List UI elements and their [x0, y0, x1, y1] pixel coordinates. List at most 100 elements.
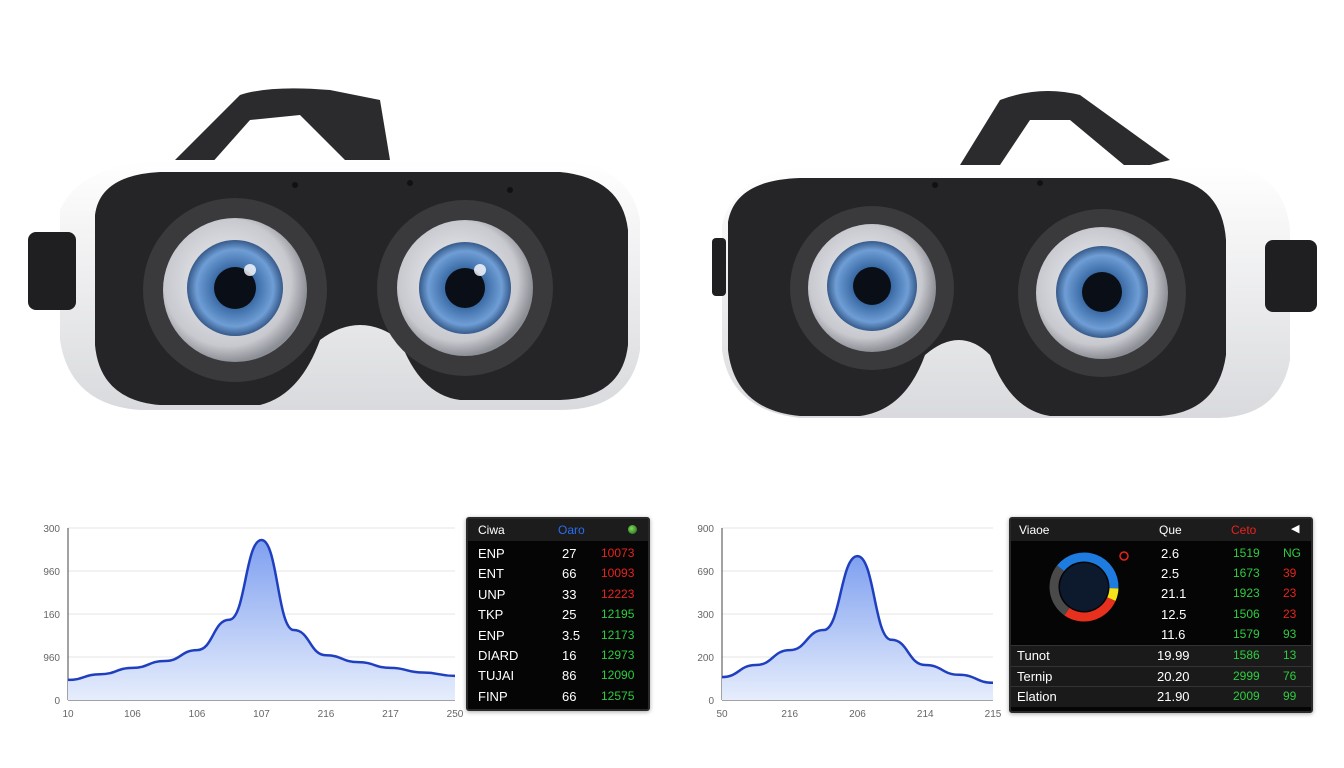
header-col-2: Que — [1159, 523, 1182, 537]
row-name: ENT — [478, 566, 504, 582]
row-value: 27 — [562, 546, 577, 561]
row-value: 16 — [562, 648, 577, 663]
y-tick-label: 900 — [697, 524, 714, 535]
row-change: 12973 — [601, 648, 635, 662]
row-value: 21.90 — [1157, 689, 1190, 704]
summary-row: Elation 21.90 2009 99 — [1011, 686, 1311, 707]
x-tick-label: 215 — [985, 709, 1002, 720]
row-value: 12.5 — [1161, 606, 1187, 622]
row-value: 86 — [562, 668, 577, 684]
y-tick-label: 300 — [697, 610, 714, 621]
vr-headset-right — [712, 91, 1317, 418]
summary-row: Ternip 20.20 2999 76 — [1011, 665, 1311, 687]
y-tick-label: 0 — [54, 696, 60, 707]
donut-segment — [1056, 552, 1119, 589]
red-circle-icon — [1119, 551, 1129, 561]
series-line — [67, 538, 456, 682]
row-delta: 99 — [1283, 689, 1297, 703]
row-delta: 93 — [1283, 626, 1297, 641]
row-count: 1586 — [1233, 648, 1260, 662]
row-delta: 39 — [1283, 566, 1297, 581]
row-name: ENP — [478, 627, 505, 643]
row-value: 33 — [562, 586, 577, 602]
donut-segment — [1107, 587, 1119, 602]
header-col-1: Viaoe — [1019, 523, 1050, 537]
row-value: 66 — [562, 566, 577, 582]
y-tick-label: 960 — [43, 653, 60, 664]
area-chart-right: 900 690 300 200 050 216 206 214 215 — [697, 524, 1002, 720]
x-tick-label: 106 — [189, 709, 206, 720]
y-tick-label: 0 — [708, 696, 714, 707]
caret-left-icon[interactable]: ◀ — [1291, 523, 1300, 535]
y-tick-label: 160 — [43, 610, 60, 621]
row-change: 10093 — [601, 566, 635, 581]
row-name: FINP — [478, 688, 508, 704]
x-tick-label: 214 — [917, 709, 934, 720]
row-value: 2.6 — [1161, 546, 1180, 561]
row-name: TKP — [478, 607, 504, 623]
header-col-2: Oaro — [558, 523, 585, 537]
row-count: 1519 — [1233, 546, 1260, 560]
row-change: 12195 — [601, 607, 635, 622]
summary-row: Tunot 19.99 1586 13 — [1011, 645, 1311, 666]
header-col-3: Ceto — [1231, 523, 1257, 537]
row-change: 12575 — [601, 688, 635, 703]
row-count: 1506 — [1233, 606, 1260, 621]
row-value: 11.6 — [1161, 626, 1186, 642]
row-change: 12223 — [601, 586, 635, 601]
row-name: Elation — [1017, 689, 1057, 704]
row-value: 19.99 — [1157, 648, 1190, 663]
headset-illustration — [28, 88, 1317, 418]
row-name: ENP — [478, 546, 505, 561]
y-tick-label: 300 — [43, 524, 60, 535]
x-tick-label: 50 — [716, 709, 728, 720]
row-change: 12090 — [601, 668, 635, 683]
left-data-table: Ciwa Oaro ENP 27 10073 ENT 66 10093 UNP 33 12223… — [466, 517, 650, 711]
green-dot-icon — [628, 525, 637, 534]
area-fill — [722, 556, 993, 700]
row-count: 1673 — [1233, 566, 1260, 581]
x-tick-label: 106 — [124, 709, 141, 720]
row-name: TUJAI — [478, 668, 515, 684]
donut-segment — [1049, 565, 1070, 616]
row-value: 25 — [562, 607, 577, 623]
row-delta: 76 — [1283, 668, 1297, 683]
right-data-table: Viaoe Que Ceto ◀ 2.6 1519 NG 2.5 1673 39 21.1 1… — [1009, 517, 1313, 713]
row-value: 20.20 — [1157, 668, 1190, 684]
row-value: 2.5 — [1161, 566, 1180, 582]
row-name: Ternip — [1017, 668, 1053, 684]
row-delta: 23 — [1283, 586, 1297, 601]
x-tick-label: 206 — [849, 709, 866, 720]
donut-center — [1060, 563, 1108, 611]
row-count: 2999 — [1233, 668, 1260, 683]
x-tick-label: 250 — [447, 709, 464, 720]
donut-chart — [1049, 551, 1129, 622]
y-tick-label: 960 — [43, 567, 60, 578]
row-count: 1923 — [1233, 586, 1260, 601]
row-delta: 13 — [1283, 648, 1297, 662]
area-fill — [68, 540, 455, 700]
y-tick-label: 200 — [697, 653, 714, 664]
series-line — [721, 554, 994, 685]
row-value: 66 — [562, 688, 577, 704]
row-change: 12173 — [601, 627, 635, 642]
header-col-1: Ciwa — [478, 523, 505, 537]
x-tick-label: 216 — [318, 709, 335, 720]
row-count: 2009 — [1233, 689, 1260, 703]
row-count: 1579 — [1233, 626, 1260, 641]
row-name: DIARD — [478, 648, 519, 663]
x-tick-label: 217 — [382, 709, 399, 720]
row-name: UNP — [478, 586, 506, 602]
row-value: 3.5 — [562, 627, 581, 643]
row-delta: 23 — [1283, 606, 1297, 621]
row-delta: NG — [1283, 546, 1301, 560]
table-header: Ciwa Oaro — [468, 519, 648, 541]
vr-headset-left — [28, 88, 640, 410]
donut-segment — [1064, 597, 1116, 622]
x-tick-label: 10 — [62, 709, 74, 720]
row-value: 21.1 — [1161, 586, 1187, 602]
area-chart-left: 300 960 160 960 010 106 106 107 216 217 250 — [43, 524, 464, 720]
row-change: 10073 — [601, 546, 635, 560]
x-tick-label: 216 — [781, 709, 798, 720]
row-name: Tunot — [1017, 648, 1050, 663]
